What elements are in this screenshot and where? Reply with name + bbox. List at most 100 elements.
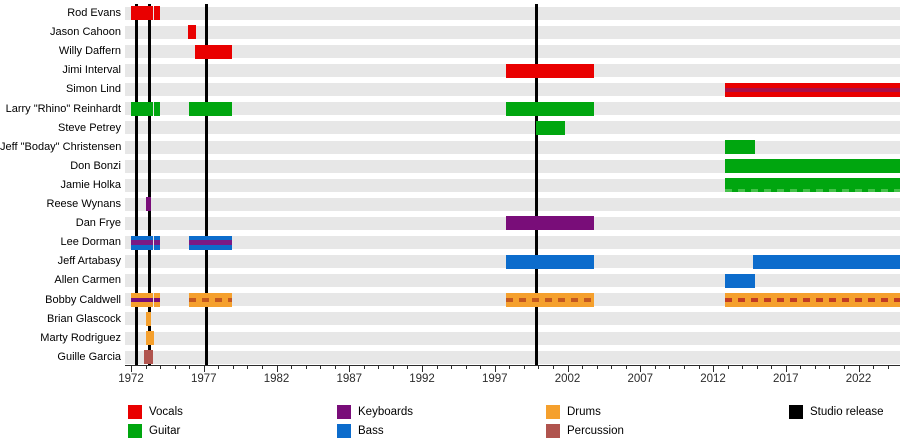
bar-reese-wynans	[145, 197, 152, 212]
bar-stripe-jamie-holka	[724, 188, 900, 192]
minor-tick-2011	[698, 365, 700, 369]
studio-release-line-2	[147, 4, 151, 365]
minor-tick-1986	[334, 365, 336, 369]
minor-tick-2006	[625, 365, 627, 369]
member-row-steve-petrey	[125, 121, 900, 135]
bar-willy-daffern	[195, 44, 233, 59]
legend-label-drums: Drums	[567, 406, 601, 418]
legend-label-studio-release: Studio release	[810, 406, 884, 418]
member-row-jeff-boday-christensen	[125, 140, 900, 154]
member-row-jason-cahoon	[125, 25, 900, 39]
minor-tick-1973	[145, 365, 147, 369]
legend-label-bass: Bass	[358, 425, 384, 437]
major-tick-2007	[640, 365, 642, 372]
minor-tick-1999	[523, 365, 525, 369]
legend-swatch-drums	[546, 405, 560, 419]
studio-release-line-3	[205, 4, 209, 365]
bar-brian-glascock	[145, 311, 152, 326]
minor-tick-1985	[320, 365, 322, 369]
major-tick-1987	[349, 365, 351, 372]
major-tick-2017	[785, 365, 787, 372]
x-tick-label-1977: 1977	[191, 373, 217, 385]
member-label-reese-wynans: Reese Wynans	[46, 198, 122, 210]
minor-tick-1976	[189, 365, 191, 369]
bar-stripe-bobby-caldwell	[724, 297, 900, 303]
legend-label-guitar: Guitar	[149, 425, 181, 437]
member-label-jimi-interval: Jimi Interval	[62, 64, 121, 77]
major-tick-1992	[422, 365, 423, 372]
bar-larry-rhino-reinhardt	[154, 101, 161, 116]
member-row-jamie-holka	[125, 178, 900, 192]
member-row-don-bonzi	[125, 159, 900, 173]
bar-bobby-caldwell	[724, 292, 900, 307]
bar-bobby-caldwell	[154, 292, 161, 307]
bar-rod-evans	[154, 6, 161, 21]
minor-tick-1988	[363, 365, 365, 369]
bar-bobby-caldwell	[131, 292, 153, 307]
member-label-jamie-holka: Jamie Holka	[60, 178, 121, 191]
minor-tick-1979	[232, 365, 234, 369]
legend-swatch-studio-release	[789, 405, 803, 419]
x-tick-label-1997: 1997	[482, 373, 508, 385]
bar-jamie-holka	[724, 178, 900, 193]
member-row-lee-dorman	[125, 236, 900, 249]
bar-stripe-bobby-caldwell	[506, 297, 594, 303]
x-tick-label-1992: 1992	[409, 373, 435, 385]
minor-tick-2014	[742, 365, 744, 369]
bar-rod-evans	[131, 6, 153, 21]
bar-larry-rhino-reinhardt	[189, 101, 233, 116]
bar-simon-lind	[724, 82, 900, 97]
major-tick-2012	[713, 365, 714, 372]
legend-label-keyboards: Keyboards	[358, 406, 413, 418]
minor-tick-1995	[465, 365, 467, 369]
member-row-guille-garcia	[125, 350, 900, 364]
bar-jeff-artabasy	[753, 254, 900, 269]
major-tick-2022	[858, 365, 860, 372]
member-label-marty-rodriguez: Marty Rodriguez	[40, 331, 121, 344]
bar-lee-dorman	[131, 235, 153, 250]
member-label-allen-carmen: Allen Carmen	[54, 274, 121, 287]
bar-stripe-bobby-caldwell	[154, 297, 161, 303]
bar-jeff-boday-christensen	[724, 140, 756, 154]
bar-bobby-caldwell	[506, 292, 594, 307]
legend-label-percussion: Percussion	[567, 425, 624, 437]
bar-stripe-lee-dorman	[131, 240, 153, 245]
bar-larry-rhino-reinhardt	[131, 101, 153, 116]
minor-tick-2010	[683, 365, 685, 369]
minor-tick-1991	[407, 365, 409, 369]
x-axis-line	[125, 365, 900, 366]
member-row-allen-carmen	[125, 274, 900, 288]
minor-tick-2003	[582, 365, 583, 369]
major-tick-1982	[276, 365, 278, 372]
member-label-jason-cahoon: Jason Cahoon	[50, 26, 121, 39]
bar-stripe-bobby-caldwell	[189, 297, 233, 303]
member-label-rod-evans: Rod Evans	[67, 7, 121, 19]
minor-tick-2005	[611, 365, 613, 369]
bar-stripe-lee-dorman	[154, 240, 161, 245]
legend-swatch-guitar	[128, 424, 142, 438]
bar-stripe-lee-dorman	[189, 240, 233, 245]
bar-guille-garcia	[144, 350, 153, 365]
member-label-guille-garcia: Guille Garcia	[57, 350, 121, 363]
minor-tick-1974	[160, 365, 162, 369]
bar-stripe-simon-lind	[724, 87, 900, 92]
minor-tick-2018	[800, 365, 802, 369]
member-label-bobby-caldwell: Bobby Caldwell	[45, 293, 121, 306]
member-label-willy-daffern: Willy Daffern	[58, 45, 121, 58]
major-tick-1977	[203, 365, 205, 372]
member-label-don-bonzi: Don Bonzi	[70, 159, 121, 172]
studio-release-line-1	[135, 4, 139, 365]
minor-tick-2020	[829, 365, 831, 369]
member-row-rod-evans	[125, 6, 900, 20]
minor-tick-2016	[771, 365, 773, 369]
member-row-marty-rodriguez	[125, 331, 900, 345]
studio-release-line-4	[535, 4, 539, 365]
bar-jason-cahoon	[187, 25, 197, 40]
minor-tick-1981	[262, 365, 263, 369]
minor-tick-1993	[436, 365, 438, 369]
minor-tick-1994	[451, 365, 453, 369]
x-tick-label-2012: 2012	[700, 373, 726, 385]
member-label-jeff-artabasy: Jeff Artabasy	[57, 255, 121, 268]
minor-tick-2000	[538, 365, 540, 369]
legend-swatch-keyboards	[337, 405, 351, 419]
